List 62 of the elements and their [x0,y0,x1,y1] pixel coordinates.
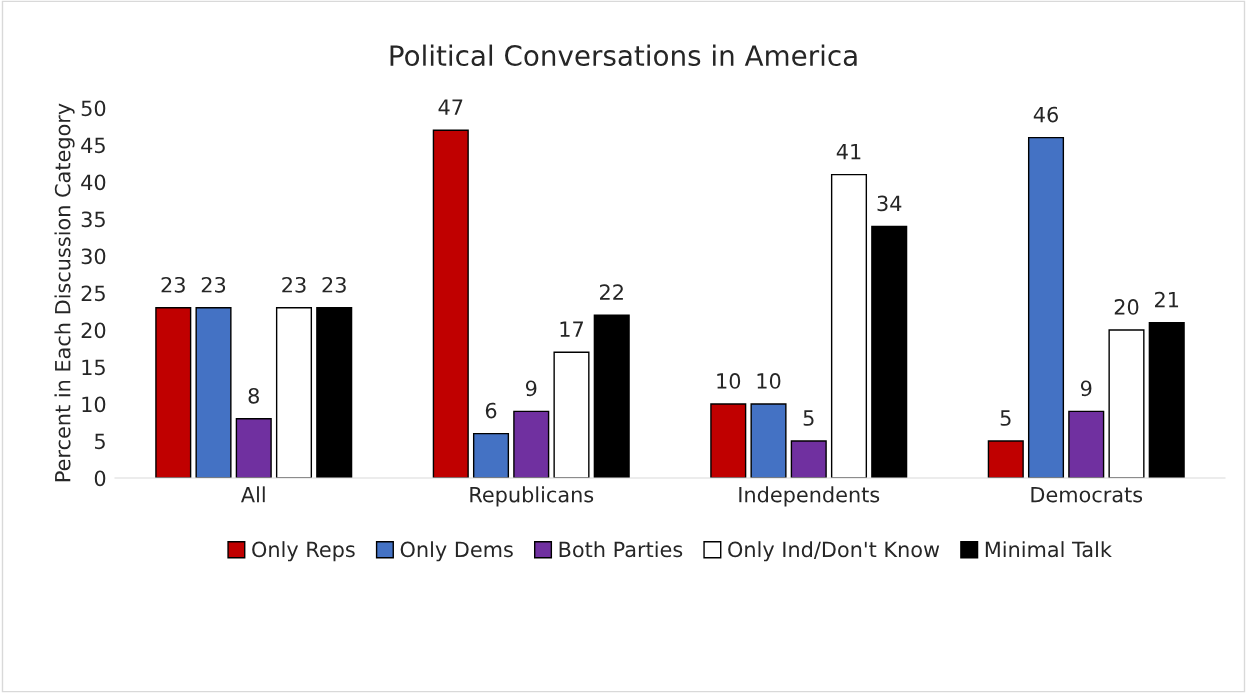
bar [1027,136,1065,478]
y-axis-title: Percent in Each Discussion Category [54,103,75,482]
data-label: 23 [201,276,226,293]
x-tick-label: Independents [739,486,880,507]
bar [593,314,630,478]
bar [710,403,747,478]
data-label: 10 [717,373,741,389]
x-tick-label: Republicans [470,486,594,507]
bar [790,440,827,478]
bar [513,410,550,478]
legend-label: Only Reps [252,541,355,562]
y-tick-label: 5 [95,433,105,450]
data-label: 20 [1114,299,1139,315]
y-tick-label: 20 [81,322,106,339]
y-tick-label: 0 [94,470,106,487]
bar [1148,321,1185,478]
bar [275,307,313,478]
data-label: 23 [282,276,306,293]
data-label: 17 [560,321,583,337]
y-tick-label: 40 [81,174,106,191]
data-label: 47 [438,99,463,115]
y-tick-label: 15 [82,359,105,376]
data-label: 10 [757,373,781,389]
data-label: 23 [322,276,346,293]
x-tick-label: Democrats [1031,486,1143,503]
data-label: 22 [600,284,623,300]
y-tick-label: 30 [81,248,106,265]
data-label: 9 [525,380,537,397]
legend-label: Only Ind/Don't Know [728,541,940,562]
bar [235,418,272,478]
y-tick-label: 45 [81,137,105,154]
data-label: 5 [803,410,814,426]
data-label: 21 [1155,291,1179,308]
y-tick-label: 10 [82,396,106,413]
y-tick-label: 35 [81,211,105,228]
legend-label: Only Dems [400,541,513,562]
data-label: 46 [1033,106,1058,123]
chart-title: Political Conversations in America [390,44,857,67]
bar [830,173,868,478]
bar [472,432,510,478]
y-tick-label: 50 [81,100,106,117]
data-label: 6 [485,402,497,419]
data-label: 9 [1080,380,1092,397]
data-label: 34 [877,195,902,212]
bar [195,307,232,478]
data-label: 41 [836,143,861,160]
data-label: 23 [161,276,185,293]
bar [432,129,469,478]
y-tick-label: 25 [81,285,105,302]
bar [871,225,908,478]
legend-label: Minimal Talk [985,541,1112,558]
data-label: 8 [248,387,259,404]
legend-label: Both Parties [559,541,683,558]
bar [1068,410,1105,478]
bar [316,307,353,478]
bar [553,351,590,478]
bar [1108,329,1145,478]
bar [750,403,787,478]
x-tick-label: All [241,486,265,503]
bar [987,440,1024,478]
bar [155,307,192,478]
data-label: 5 [1000,410,1011,426]
